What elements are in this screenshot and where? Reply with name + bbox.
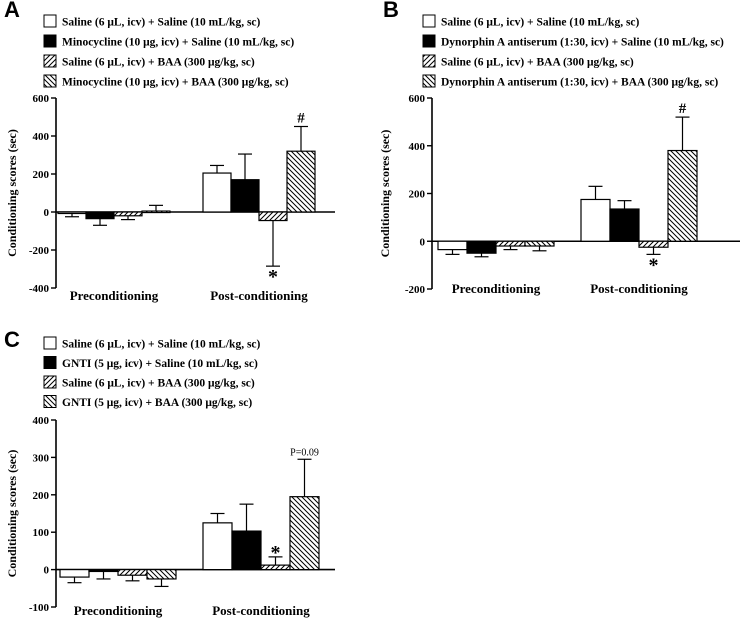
legend-swatch: [43, 375, 57, 389]
legend-swatch: [43, 74, 57, 88]
legend-label: GNTI (5 μg, icv) + BAA (300 μg/kg, sc): [62, 397, 252, 409]
legend-label: Dynorphin A antiserum (1:30, icv) + BAA …: [441, 77, 718, 89]
legend-swatch: [422, 74, 436, 88]
bar: [580, 198, 611, 242]
legend-label: Dynorphin A antiserum (1:30, icv) + Sali…: [441, 37, 724, 49]
legend-swatch: [422, 14, 436, 28]
legend-swatch: [43, 336, 57, 350]
bar: [289, 496, 320, 571]
y-tick-label: 600: [409, 93, 426, 105]
bar: [286, 150, 316, 213]
bar: [667, 149, 698, 242]
legend-swatch: [43, 14, 57, 28]
legend-label: Saline (6 μL, icv) + BAA (300 μg/kg, sc): [62, 57, 255, 69]
bar: [146, 568, 177, 580]
bar: [59, 568, 90, 578]
panel-letter: A: [4, 0, 20, 22]
y-tick-label: 400: [33, 131, 50, 143]
y-tick-label: 0: [44, 207, 50, 219]
y-tick-label: -400: [29, 283, 50, 295]
y-axis-label: Conditioning scores (sec): [5, 450, 19, 578]
category-label: Post-conditioning: [590, 281, 688, 296]
bar: [437, 240, 468, 251]
legend-label: Saline (6 μL, icv) + BAA (300 μg/kg, sc): [441, 57, 634, 69]
bar: [495, 240, 526, 247]
bar: [466, 240, 497, 254]
y-tick-label: -100: [29, 602, 50, 614]
bar: [638, 240, 669, 248]
legend-swatch: [43, 34, 57, 48]
chart-panel-a: A Saline (6 μL, icv) + Saline (10 mL/kg, …: [4, 0, 335, 303]
legend-label: Minocycline (10 μg, icv) + Saline (10 mL…: [62, 37, 294, 49]
bar: [202, 522, 233, 571]
y-tick-label: 0: [420, 236, 426, 248]
legend-swatch: [43, 395, 57, 408]
panel-letter: B: [383, 0, 399, 22]
bar: [231, 530, 262, 571]
legend-label: Minocycline (10 μg, icv) + BAA (300 μg/k…: [62, 77, 289, 89]
bar: [85, 211, 115, 220]
legend-swatch: [422, 34, 436, 48]
bar: [258, 211, 288, 222]
chart-panel-b: B Saline (6 μL, icv) + Saline (10 mL/kg, …: [378, 0, 740, 296]
category-label: Post-conditioning: [210, 288, 308, 303]
legend-swatch: [422, 54, 436, 68]
legend-label: Saline (6 μL, icv) + Saline (10 mL/kg, s…: [62, 17, 261, 29]
legend-label: Saline (6 μL, icv) + Saline (10 mL/kg, s…: [441, 17, 640, 29]
legend-label: Saline (6 μL, icv) + BAA (300 μg/kg, sc): [62, 378, 255, 390]
significance-marker: *: [268, 266, 278, 288]
category-label: Preconditioning: [452, 281, 541, 296]
bar: [113, 211, 143, 217]
bar: [260, 564, 291, 571]
legend-swatch: [43, 54, 57, 68]
y-axis-label: Conditioning scores (sec): [378, 130, 392, 258]
y-tick-label: 600: [33, 93, 50, 105]
panel-letter: C: [4, 327, 20, 352]
significance-marker: #: [679, 101, 687, 117]
y-tick-label: 200: [409, 189, 426, 201]
significance-marker: *: [271, 542, 281, 564]
category-label: Preconditioning: [70, 288, 159, 303]
y-tick-label: 0: [44, 565, 50, 577]
bar: [230, 179, 260, 213]
y-axis-label: Conditioning scores (sec): [5, 129, 19, 257]
bar: [117, 568, 148, 576]
category-label: Preconditioning: [74, 603, 163, 618]
bar: [609, 208, 640, 242]
bar: [524, 240, 555, 247]
significance-marker: *: [649, 254, 659, 276]
y-tick-label: 200: [33, 169, 50, 181]
legend-swatch: [43, 356, 57, 369]
chart-panel-c: C Saline (6 μL, icv) + Saline (10 mL/kg, …: [4, 327, 335, 618]
y-tick-label: 200: [33, 490, 50, 502]
bar: [88, 568, 119, 573]
y-tick-label: -200: [405, 284, 426, 296]
bar: [202, 172, 232, 213]
category-label: Post-conditioning: [212, 603, 310, 618]
y-tick-label: 400: [409, 141, 426, 153]
y-tick-label: 400: [33, 415, 50, 427]
significance-marker: P=0.09: [290, 447, 319, 458]
legend-label: GNTI (5 μg, icv) + Saline (10 mL/kg, sc): [62, 358, 258, 370]
y-tick-label: 300: [33, 452, 50, 464]
y-tick-label: -200: [29, 245, 50, 257]
significance-marker: #: [297, 111, 305, 127]
legend-label: Saline (6 μL, icv) + Saline (10 mL/kg, s…: [62, 339, 261, 351]
y-tick-label: 100: [33, 527, 50, 539]
bar: [141, 210, 171, 214]
